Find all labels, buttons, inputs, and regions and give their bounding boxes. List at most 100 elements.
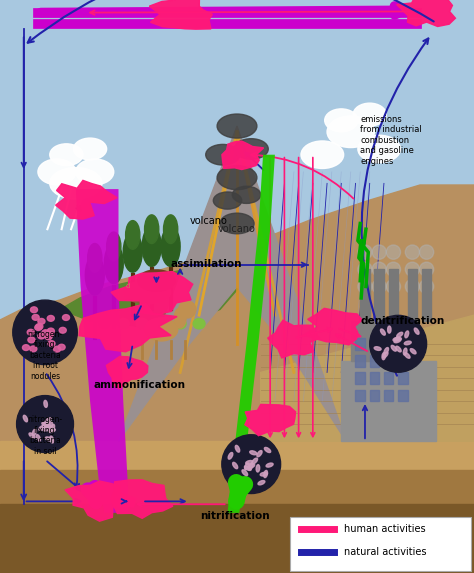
- Ellipse shape: [372, 245, 386, 259]
- Ellipse shape: [49, 420, 53, 427]
- Ellipse shape: [213, 192, 242, 209]
- Ellipse shape: [391, 346, 396, 351]
- Circle shape: [370, 315, 427, 372]
- Polygon shape: [111, 272, 193, 315]
- Bar: [384, 372, 393, 384]
- Ellipse shape: [248, 463, 253, 470]
- Ellipse shape: [85, 255, 104, 295]
- Ellipse shape: [394, 337, 401, 341]
- Ellipse shape: [374, 347, 381, 350]
- Ellipse shape: [248, 464, 255, 468]
- Ellipse shape: [404, 353, 410, 358]
- Polygon shape: [268, 320, 320, 358]
- Text: emissions
from industrial
combustion
and gasoline
engines: emissions from industrial combustion and…: [360, 115, 422, 166]
- Bar: [374, 269, 384, 321]
- Bar: [422, 269, 431, 321]
- Ellipse shape: [403, 348, 407, 355]
- Bar: [389, 269, 398, 321]
- Polygon shape: [304, 308, 362, 345]
- Polygon shape: [118, 126, 346, 441]
- Ellipse shape: [410, 348, 416, 354]
- Ellipse shape: [50, 167, 102, 199]
- Ellipse shape: [36, 434, 40, 441]
- Ellipse shape: [405, 331, 409, 338]
- Bar: [0, 441, 474, 573]
- Ellipse shape: [260, 472, 267, 476]
- Ellipse shape: [372, 262, 386, 277]
- Ellipse shape: [36, 324, 43, 329]
- Ellipse shape: [32, 315, 39, 320]
- Ellipse shape: [206, 144, 240, 165]
- Ellipse shape: [232, 186, 261, 203]
- Ellipse shape: [266, 463, 273, 467]
- Bar: [398, 390, 408, 401]
- Ellipse shape: [388, 326, 391, 333]
- Ellipse shape: [246, 461, 253, 464]
- Ellipse shape: [419, 279, 434, 293]
- Ellipse shape: [264, 470, 267, 478]
- Text: denitrification: denitrification: [361, 316, 445, 326]
- Text: human activities: human activities: [344, 524, 425, 534]
- Ellipse shape: [358, 135, 401, 163]
- Polygon shape: [245, 405, 296, 435]
- PathPatch shape: [76, 189, 128, 513]
- Ellipse shape: [405, 262, 419, 277]
- Bar: [360, 269, 370, 321]
- Ellipse shape: [256, 465, 260, 472]
- Ellipse shape: [257, 450, 262, 457]
- Ellipse shape: [46, 421, 50, 428]
- Ellipse shape: [217, 166, 257, 190]
- Ellipse shape: [46, 437, 52, 441]
- Ellipse shape: [193, 319, 205, 329]
- Ellipse shape: [245, 466, 251, 470]
- Text: ammonification: ammonification: [94, 380, 186, 390]
- Ellipse shape: [174, 319, 186, 329]
- Ellipse shape: [45, 334, 52, 340]
- Ellipse shape: [38, 333, 45, 339]
- Bar: [384, 338, 393, 350]
- Polygon shape: [60, 258, 240, 327]
- Ellipse shape: [76, 159, 114, 185]
- Ellipse shape: [59, 327, 66, 333]
- Ellipse shape: [381, 329, 385, 335]
- Ellipse shape: [32, 429, 36, 435]
- Ellipse shape: [145, 318, 178, 341]
- Ellipse shape: [235, 445, 240, 452]
- Ellipse shape: [325, 109, 358, 132]
- Text: assimilation: assimilation: [171, 258, 242, 269]
- Bar: [384, 390, 393, 401]
- Ellipse shape: [46, 331, 54, 337]
- Polygon shape: [222, 141, 264, 170]
- Ellipse shape: [419, 262, 434, 277]
- Ellipse shape: [383, 352, 388, 358]
- Ellipse shape: [258, 481, 265, 485]
- Ellipse shape: [394, 339, 401, 343]
- Ellipse shape: [145, 215, 159, 244]
- Bar: [384, 355, 393, 367]
- Ellipse shape: [353, 103, 386, 126]
- Polygon shape: [106, 356, 148, 388]
- FancyBboxPatch shape: [290, 517, 471, 571]
- Text: volcano: volcano: [190, 215, 228, 226]
- Ellipse shape: [29, 433, 35, 438]
- Ellipse shape: [123, 232, 142, 272]
- Ellipse shape: [54, 346, 61, 352]
- Ellipse shape: [242, 470, 247, 476]
- PathPatch shape: [228, 155, 275, 513]
- Polygon shape: [149, 0, 212, 29]
- Ellipse shape: [386, 262, 401, 277]
- Ellipse shape: [419, 245, 434, 259]
- Ellipse shape: [39, 425, 45, 430]
- Text: volcano: volcano: [218, 224, 256, 234]
- Ellipse shape: [23, 415, 27, 422]
- Ellipse shape: [48, 341, 55, 347]
- Ellipse shape: [382, 352, 385, 360]
- Ellipse shape: [45, 418, 51, 423]
- Ellipse shape: [45, 424, 51, 429]
- Ellipse shape: [264, 448, 271, 453]
- Ellipse shape: [22, 345, 29, 351]
- Ellipse shape: [48, 429, 55, 433]
- Polygon shape: [79, 304, 177, 352]
- Ellipse shape: [405, 279, 419, 293]
- Ellipse shape: [126, 221, 140, 249]
